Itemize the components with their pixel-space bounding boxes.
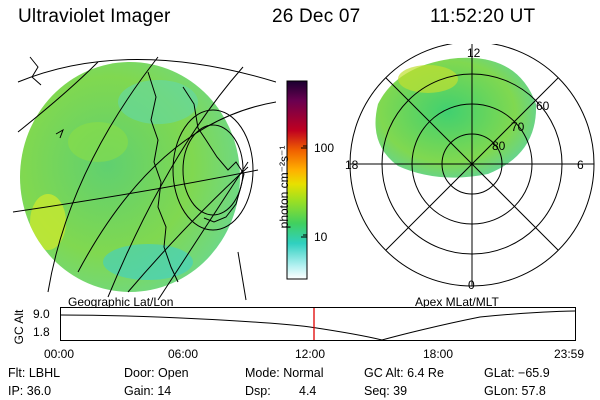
date-label: 26 Dec 07 <box>272 6 361 27</box>
lat-lon-grid <box>12 56 276 301</box>
instrument-title: Ultraviolet Imager <box>18 6 171 27</box>
polar-image-panel <box>349 44 595 287</box>
altitude-tick-max: 9.0 <box>33 307 50 321</box>
mlt-label-18: 18 <box>345 158 359 172</box>
colorbar <box>286 80 308 280</box>
mlat-label-70: 70 <box>511 120 525 134</box>
mlt-label-6: 6 <box>577 158 584 172</box>
door-info: Door: Open <box>124 366 189 380</box>
dsp-value: 4.4 <box>299 384 317 398</box>
altitude-curve <box>60 310 576 341</box>
colorbar-tick-10: 10 <box>314 230 328 244</box>
ip-info: IP: 36.0 <box>8 384 52 398</box>
glat-info: GLat: −65.9 <box>484 366 550 380</box>
time-label: 11:52:20 UT <box>430 6 536 27</box>
geographic-image-panel <box>12 56 276 301</box>
time-tick-0000: 00:00 <box>44 347 75 361</box>
earth-disk-image <box>20 62 240 292</box>
polar-grid <box>349 44 595 287</box>
time-tick-1800: 18:00 <box>423 347 454 361</box>
mlat-label-60: 60 <box>536 99 550 113</box>
mlt-label-0: 0 <box>468 278 475 292</box>
mlt-label-12: 12 <box>467 46 481 60</box>
seq-info: Seq: 39 <box>364 384 408 398</box>
colorbar-unit-label: photon cm⁻²s⁻¹ <box>277 145 291 229</box>
geographic-panel-label: Geographic Lat/Lon <box>68 295 174 309</box>
altitude-plot <box>60 307 576 341</box>
gain-info: Gain: 14 <box>124 384 172 398</box>
filter-info: Flt: LBHL <box>8 366 61 380</box>
time-tick-1200: 12:00 <box>295 347 326 361</box>
glon-info: GLon: 57.8 <box>484 384 546 398</box>
mlat-label-80: 80 <box>492 139 506 153</box>
dsp-label: Dsp: <box>245 384 271 398</box>
coastlines <box>29 56 247 301</box>
gc-alt-info: GC Alt: 6.4 Re <box>364 366 444 380</box>
altitude-tick-min: 1.8 <box>33 325 50 339</box>
time-tick-0600: 06:00 <box>168 347 199 361</box>
time-tick-2359: 23:59 <box>554 347 585 361</box>
mode-info: Mode: Normal <box>245 366 324 380</box>
polar-image <box>375 57 537 178</box>
colorbar-tick-100: 100 <box>314 141 335 155</box>
polar-panel-label: Apex MLat/MLT <box>415 295 499 309</box>
altitude-axis-label: GC Alt <box>12 309 26 345</box>
